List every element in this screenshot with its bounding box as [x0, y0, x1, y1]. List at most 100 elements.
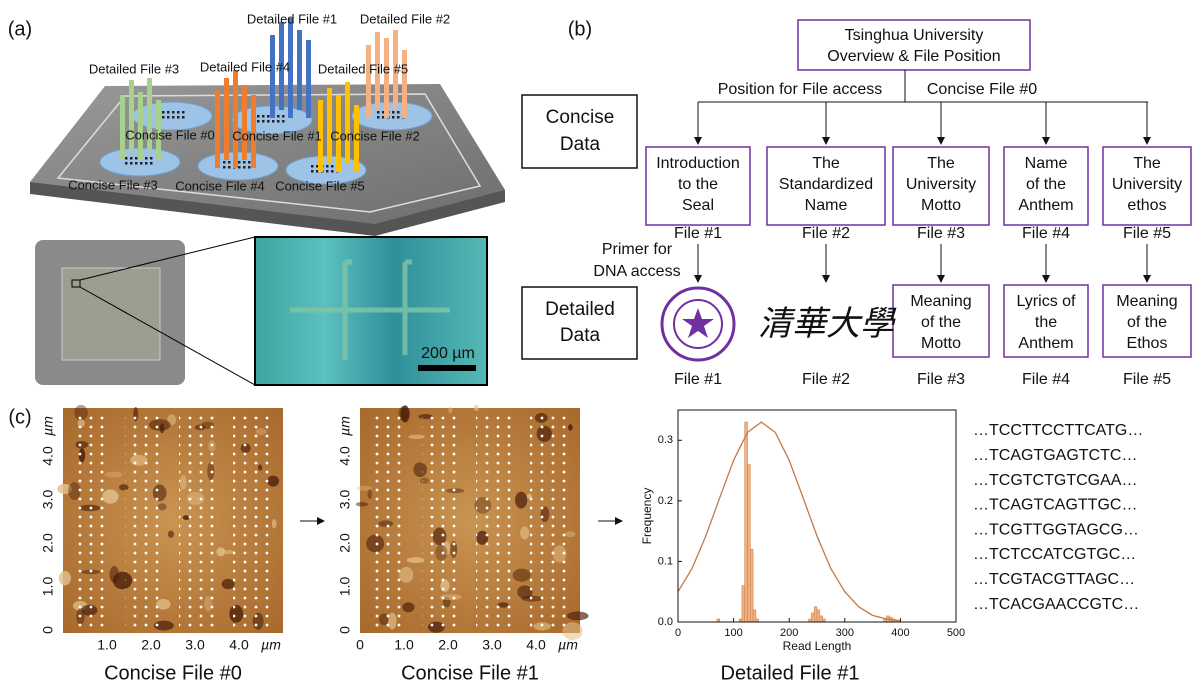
pillar: [306, 40, 311, 118]
pillar: [297, 30, 302, 110]
sequence: …TCGTACGTTAGC…: [973, 571, 1135, 588]
label: Detailed File #2: [360, 11, 450, 26]
dot: [397, 111, 400, 114]
afm-dots: [71, 416, 107, 627]
figure: (a) Detailed File #1 Detailed File #2 Detai…: [0, 0, 1192, 686]
afm-dots: [476, 416, 512, 627]
dot: [311, 165, 314, 168]
pillar: [242, 85, 247, 160]
dot: [177, 116, 180, 119]
x-tick-label: 100: [724, 627, 742, 639]
afm-feature: [109, 566, 118, 583]
bar: [811, 613, 814, 622]
label: to the: [678, 176, 718, 193]
dot: [223, 166, 226, 169]
plot-frame: [678, 410, 956, 622]
label: Name: [1025, 155, 1068, 172]
label: µm: [261, 637, 281, 653]
label: File #2: [802, 371, 850, 388]
dot: [172, 116, 175, 119]
pillar: [402, 50, 407, 118]
label: Meaning: [1116, 293, 1177, 310]
label: Concise File #0: [125, 127, 215, 142]
dot: [145, 162, 148, 165]
pillar: [224, 78, 229, 160]
label: The: [927, 155, 955, 172]
dot: [228, 166, 231, 169]
dot: [238, 166, 241, 169]
dot: [262, 115, 265, 118]
afm-dots: [125, 416, 161, 627]
label: ethos: [1127, 197, 1166, 214]
label: File #4: [1022, 225, 1070, 242]
afm-feature: [515, 492, 527, 509]
dot: [267, 115, 270, 118]
label: Overview & File Position: [827, 48, 1000, 65]
dot: [182, 116, 185, 119]
label: the: [1035, 314, 1057, 331]
label: of the: [1127, 314, 1167, 331]
label: (b): [568, 18, 592, 40]
afm-feature: [168, 530, 174, 537]
label: Detailed File #1: [247, 11, 337, 26]
label: Concise File #0: [104, 662, 242, 684]
box: [522, 287, 637, 359]
label: 3.0: [40, 490, 56, 510]
label: Detailed File #5: [318, 61, 408, 76]
afm-dots: [368, 416, 404, 627]
dot: [311, 170, 314, 173]
dot: [125, 157, 128, 160]
label: 200 µm: [421, 345, 475, 362]
label: µm: [558, 637, 578, 653]
label: 2.0: [438, 637, 458, 653]
bar: [814, 607, 817, 622]
label: (a): [8, 18, 32, 40]
afm-feature: [565, 531, 575, 537]
dot: [145, 157, 148, 160]
label: 1.0: [40, 577, 56, 597]
label: Anthem: [1018, 197, 1073, 214]
dot: [130, 157, 133, 160]
afm-feature: [105, 472, 123, 478]
x-tick-label: 400: [891, 627, 909, 639]
dot: [182, 111, 185, 114]
x-tick-label: 500: [947, 627, 965, 639]
label: Detailed File #3: [89, 61, 179, 76]
box: [522, 95, 637, 168]
dot: [331, 165, 334, 168]
label: of the: [1026, 176, 1066, 193]
dot: [257, 120, 260, 123]
pillar: [215, 90, 220, 168]
label: of the: [921, 314, 961, 331]
dot: [162, 116, 165, 119]
label: File #1: [674, 371, 722, 388]
y-tick-label: 0.0: [658, 616, 673, 628]
label: Seal: [682, 197, 714, 214]
label: Concise File #1: [401, 662, 539, 684]
afm-dots: [530, 416, 566, 627]
label: (c): [8, 406, 31, 428]
y-axis-label: Frequency: [640, 488, 654, 545]
pillar: [233, 70, 238, 168]
sequence: …TCACGAACCGTC…: [973, 596, 1139, 613]
label: Concise File #1: [232, 128, 322, 143]
fit-curve: [678, 422, 900, 621]
label: 4.0: [229, 637, 249, 653]
label: Data: [560, 325, 601, 346]
label: Concise File #0: [927, 81, 1037, 98]
afm-feature: [513, 569, 531, 582]
bar: [748, 465, 751, 622]
label: File #2: [802, 225, 850, 242]
label: DNA access: [593, 263, 680, 280]
chip-photo-inner: [62, 268, 160, 360]
label: µm: [337, 416, 353, 436]
x-tick-label: 300: [836, 627, 854, 639]
label: Anthem: [1018, 335, 1073, 352]
sequence: …TCAGTCAGTTGC…: [973, 497, 1137, 514]
x-tick-label: 0: [675, 627, 681, 639]
dot: [228, 161, 231, 164]
label: 4.0: [526, 637, 546, 653]
afm-feature: [356, 502, 368, 507]
label: 3.0: [482, 637, 502, 653]
bar: [750, 549, 753, 622]
